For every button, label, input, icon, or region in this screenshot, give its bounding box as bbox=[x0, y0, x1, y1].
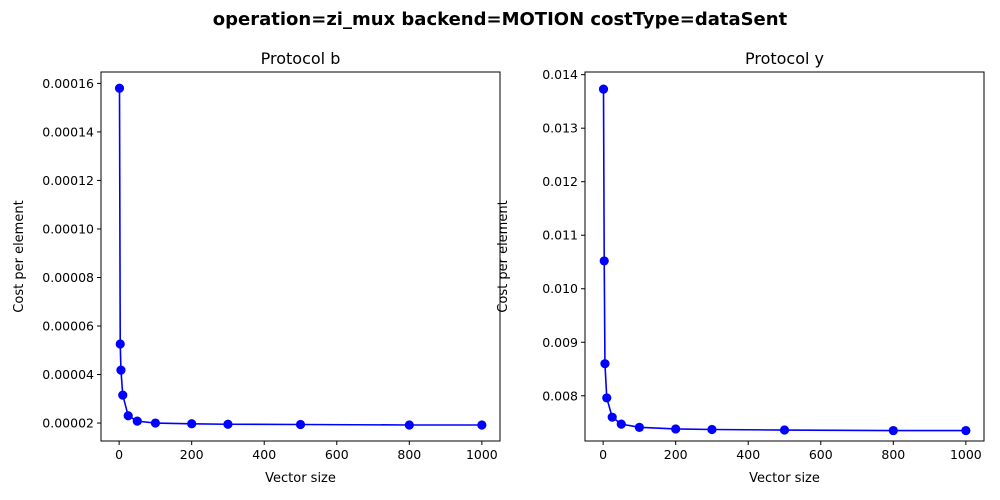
chart-1-xlabel: Vector size bbox=[749, 471, 820, 486]
chart-1-data-point bbox=[671, 424, 681, 434]
chart-0-data-point bbox=[187, 419, 197, 429]
chart-0-xtick-label: 800 bbox=[397, 447, 421, 462]
chart-0-ytick-label: 0.00004 bbox=[42, 367, 94, 382]
figure-suptitle: operation=zi_mux backend=MOTION costType… bbox=[213, 9, 788, 30]
chart-1-xtick-label: 200 bbox=[664, 447, 688, 462]
chart-0-data-point bbox=[223, 419, 233, 429]
chart-1-ytick-label: 0.008 bbox=[542, 388, 578, 403]
chart-1-data-point bbox=[599, 256, 609, 266]
chart-0-data-point bbox=[404, 420, 414, 430]
chart-0-data-point bbox=[477, 420, 487, 430]
chart-1-xtick-label: 400 bbox=[736, 447, 760, 462]
chart-0-xtick-label: 400 bbox=[252, 447, 276, 462]
chart-1-axes-frame bbox=[584, 71, 985, 442]
chart-0-xtick-label: 600 bbox=[325, 447, 349, 462]
chart-0-ytick-label: 0.00002 bbox=[42, 416, 94, 431]
chart-1-data-point bbox=[602, 393, 612, 403]
chart-0-data-point bbox=[295, 419, 306, 430]
chart-0-data-point bbox=[116, 365, 126, 375]
chart-1-xtick-label: 600 bbox=[809, 447, 833, 462]
chart-0-ylabel: Cost per element bbox=[12, 200, 27, 312]
chart-0: Protocol b 0 200 400 600 800 1000 0.00002 0.0000… bbox=[12, 49, 501, 486]
chart-0-xtick-label: 0 bbox=[115, 447, 123, 462]
chart-1-xtick-label: 800 bbox=[881, 447, 905, 462]
chart-0-ytick-label: 0.00006 bbox=[42, 319, 94, 334]
chart-1-data-point bbox=[707, 424, 717, 435]
chart-0-xlabel: Vector size bbox=[265, 471, 336, 486]
chart-0-ytick-label: 0.00012 bbox=[42, 173, 94, 188]
chart-0-data-point bbox=[114, 83, 125, 93]
chart-0-data-point bbox=[123, 411, 133, 421]
chart-0-data-point bbox=[115, 339, 125, 349]
chart-1-ytick-label: 0.014 bbox=[542, 67, 578, 82]
chart-1-ytick-label: 0.013 bbox=[542, 121, 578, 136]
chart-1-data-point bbox=[607, 412, 617, 422]
chart-0-title: Protocol b bbox=[261, 49, 341, 68]
chart-1-data-point bbox=[600, 359, 610, 369]
chart-1-data-point bbox=[779, 425, 790, 435]
chart-1-data-point bbox=[888, 425, 898, 436]
chart-1-xtick-label: 0 bbox=[599, 447, 607, 462]
chart-1-data-point bbox=[598, 84, 609, 94]
chart-0-ytick-label: 0.00010 bbox=[42, 221, 94, 236]
chart-0-data-point bbox=[118, 390, 128, 400]
chart-0-xtick-label: 200 bbox=[180, 447, 204, 462]
chart-1: Protocol y 0 200 400 600 800 1000 0.008 0.009 0.0… bbox=[496, 49, 985, 486]
chart-0-ytick-label: 0.00016 bbox=[42, 76, 94, 91]
chart-1-ytick-label: 0.010 bbox=[542, 281, 578, 296]
chart-1-series-line bbox=[602, 89, 966, 432]
chart-0-ytick-label: 0.00014 bbox=[42, 124, 94, 139]
chart-1-ytick-label: 0.012 bbox=[542, 174, 578, 189]
chart-0-xtick-label: 1000 bbox=[466, 447, 498, 462]
chart-1-ytick-label: 0.009 bbox=[542, 335, 578, 350]
chart-1-ytick-label: 0.011 bbox=[542, 228, 578, 243]
chart-1-ylabel: Cost per element bbox=[496, 200, 511, 312]
chart-0-ytick-label: 0.00008 bbox=[42, 270, 94, 285]
chart-1-data-point bbox=[961, 425, 971, 436]
chart-panels: Protocol b 0 200 400 600 800 1000 0.00002 0.0000… bbox=[12, 49, 985, 486]
chart-1-data-point bbox=[616, 419, 626, 429]
chart-0-axes-frame bbox=[100, 71, 501, 442]
chart-1-title: Protocol y bbox=[745, 49, 824, 68]
chart-1-xtick-label: 1000 bbox=[950, 447, 982, 462]
chart-1-data-point bbox=[634, 422, 645, 432]
chart-0-data-point bbox=[150, 418, 161, 428]
chart-0-data-point bbox=[132, 416, 142, 426]
